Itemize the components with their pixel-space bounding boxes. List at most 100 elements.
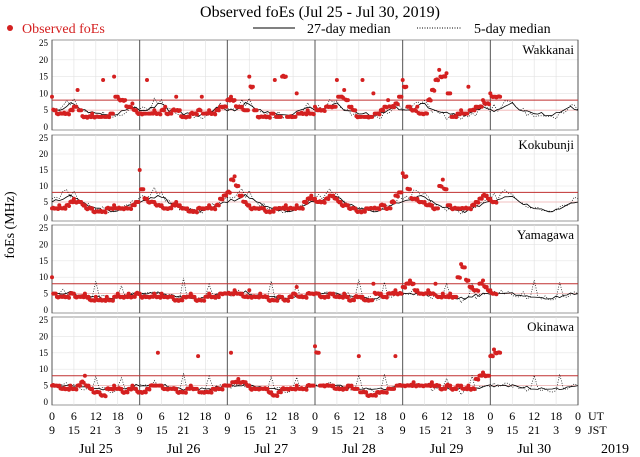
observed-point [468, 207, 473, 212]
observed-point [311, 112, 316, 117]
observed-point [132, 294, 137, 299]
station-label: Kokubunji [518, 137, 574, 152]
y-tick-label: 15 [39, 256, 49, 266]
observed-point [187, 114, 192, 119]
observed-point [137, 168, 142, 172]
observed-point [392, 386, 397, 391]
observed-point [377, 207, 382, 212]
observed-point [143, 390, 148, 395]
observed-point [399, 291, 404, 296]
observed-point [373, 393, 378, 398]
observed-point [79, 108, 84, 113]
observed-point [220, 197, 225, 202]
observed-point [381, 108, 386, 113]
x-tick-ut: 0 [137, 409, 143, 423]
observed-point [326, 295, 331, 300]
observed-point [123, 98, 128, 103]
observed-point [490, 354, 495, 359]
observed-point [362, 209, 367, 214]
ut-label: UT [588, 409, 605, 423]
x-tick-jst: 21 [441, 423, 453, 437]
y-tick-label: 10 [39, 88, 49, 98]
x-tick-ut: 12 [353, 409, 365, 423]
x-tick-ut: 18 [199, 409, 211, 423]
observed-point [90, 206, 95, 211]
observed-point [82, 203, 87, 208]
observed-point [265, 294, 270, 299]
observed-point [216, 295, 221, 300]
x-tick-ut: 12 [90, 409, 102, 423]
x-tick-ut: 6 [422, 409, 428, 423]
observed-point [174, 94, 179, 99]
observed-point [132, 203, 137, 208]
observed-point [386, 98, 391, 103]
observed-point [136, 200, 141, 204]
observed-point [353, 108, 358, 113]
observed-point [126, 291, 131, 296]
observed-point [448, 291, 453, 296]
observed-point [411, 281, 416, 286]
observed-point [74, 387, 79, 392]
x-tick-ut: 6 [159, 409, 165, 423]
x-tick-jst: 9 [575, 423, 581, 437]
observed-point [50, 94, 54, 99]
observed-point [304, 387, 309, 392]
x-tick-jst: 15 [156, 423, 168, 437]
observed-point [344, 387, 349, 392]
observed-point [466, 84, 471, 89]
observed-point [239, 104, 244, 109]
observed-point [437, 67, 442, 72]
x-date-label: Jul 28 [342, 442, 376, 457]
observed-point [247, 203, 252, 208]
observed-point [459, 108, 464, 113]
x-tick-ut: 6 [71, 409, 77, 423]
observed-point [90, 111, 95, 116]
observed-point [345, 294, 350, 299]
observed-point [289, 295, 294, 300]
observed-point [392, 200, 397, 205]
observed-point [162, 108, 166, 113]
observed-point [155, 350, 160, 355]
observed-point [236, 184, 241, 188]
x-tick-ut: 0 [487, 409, 493, 423]
observed-point [163, 104, 168, 109]
observed-point [81, 380, 86, 385]
y-tick-label: 10 [39, 272, 49, 282]
x-date-label: Jul 26 [167, 442, 201, 457]
y-tick-label: 15 [39, 348, 49, 358]
observed-point [476, 377, 481, 382]
observed-point [384, 390, 389, 395]
observed-point [399, 190, 404, 195]
x-tick-ut: 18 [462, 409, 474, 423]
observed-point [333, 104, 338, 109]
observed-point [322, 109, 327, 113]
observed-point [393, 288, 398, 293]
observed-point [75, 88, 80, 92]
observed-point [342, 88, 347, 92]
observed-point [304, 295, 309, 300]
observed-point [180, 298, 185, 303]
observed-point [448, 91, 453, 96]
observed-point [227, 190, 232, 195]
observed-point [371, 91, 376, 96]
observed-point [169, 206, 174, 211]
observed-point [322, 200, 327, 205]
y-tick-label: 15 [39, 165, 49, 175]
observed-point [311, 383, 316, 388]
observed-point [112, 74, 117, 79]
observed-point [71, 291, 76, 296]
observed-point [294, 91, 299, 96]
observed-point [481, 278, 485, 283]
x-tick-ut: 0 [312, 409, 318, 423]
observed-point [479, 281, 484, 286]
observed-point [403, 285, 408, 290]
observed-point [377, 112, 382, 117]
y-tick-label: 25 [39, 38, 49, 48]
observed-point [444, 71, 449, 76]
observed-point [313, 104, 317, 109]
observed-point [129, 105, 134, 110]
jst-label: JST [588, 423, 607, 437]
observed-point [360, 78, 365, 82]
x-tick-ut: 0 [400, 409, 406, 423]
observed-point [294, 285, 299, 289]
